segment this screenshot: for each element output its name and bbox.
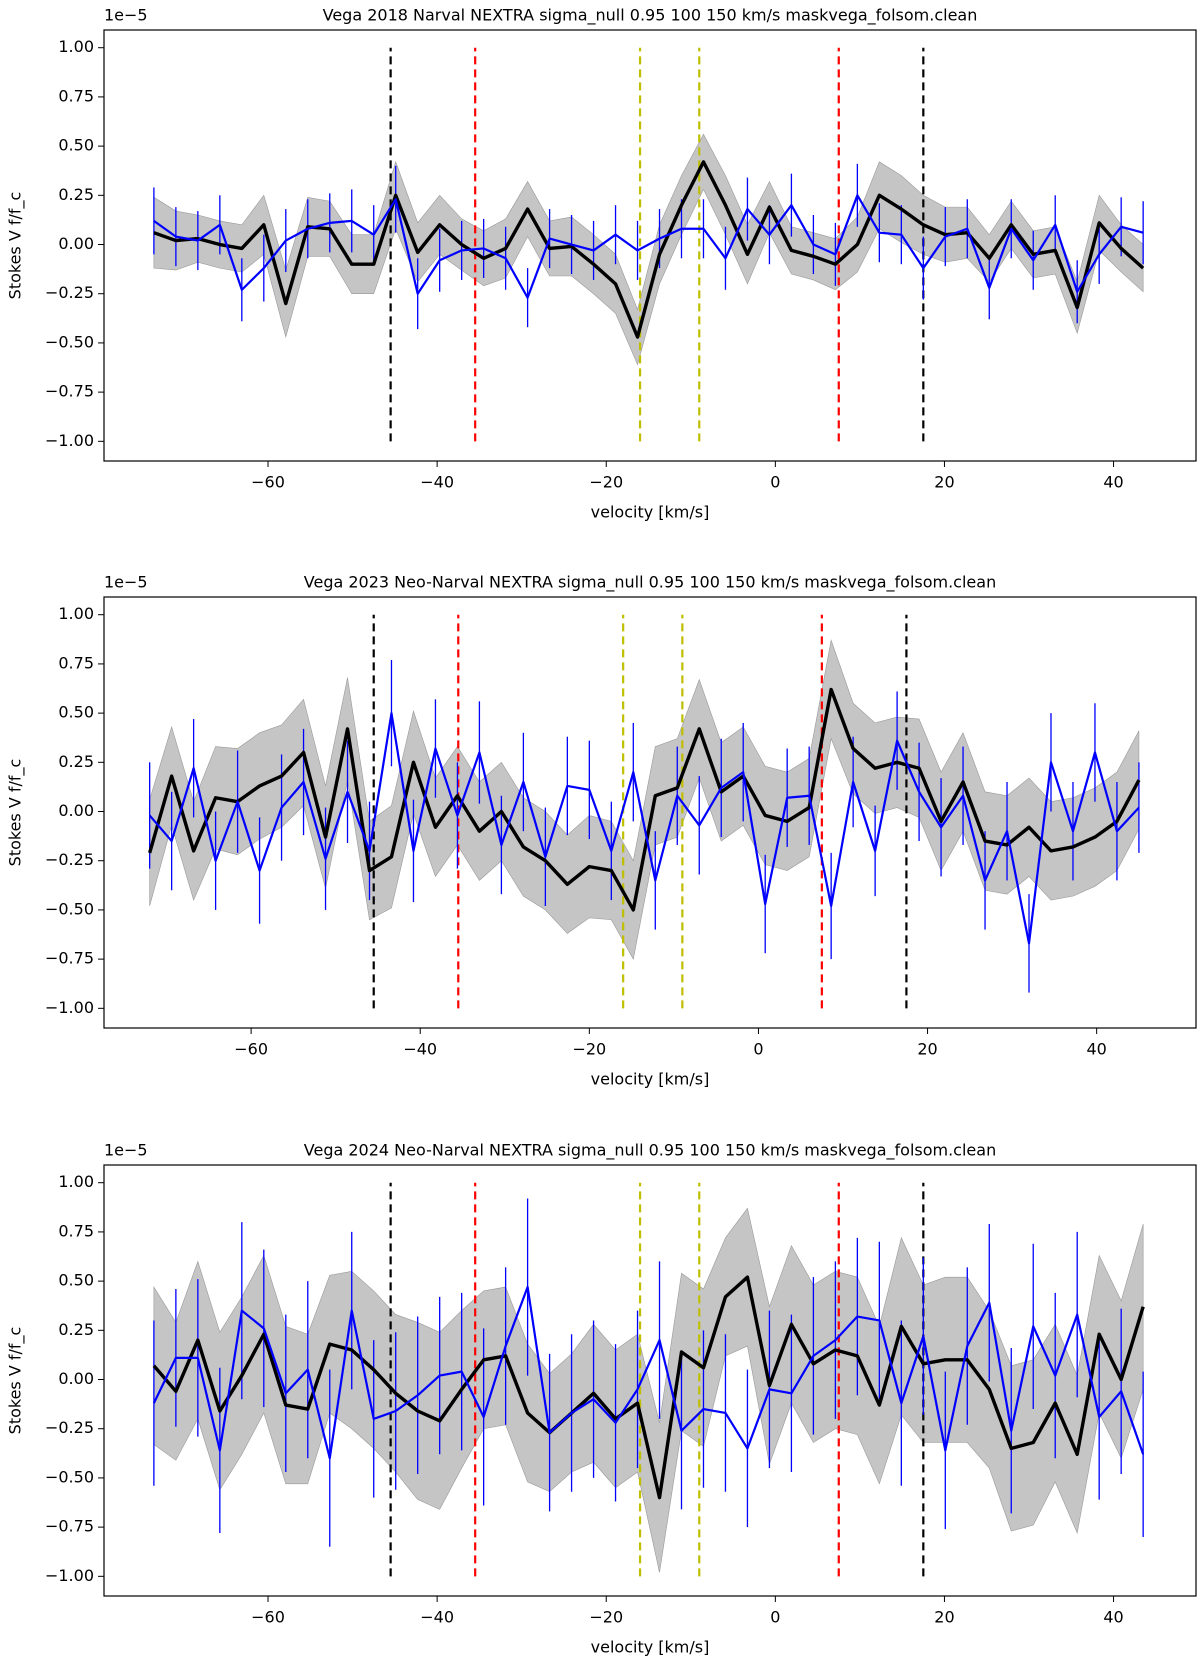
y-tick-label: −0.50 <box>45 332 94 351</box>
y-axis-label: Stokes V f/f_c <box>6 192 26 300</box>
x-tick-label: 20 <box>917 1040 937 1059</box>
error-band <box>153 133 1144 366</box>
x-tick-label: −40 <box>403 1040 437 1059</box>
offset-label: 1e−5 <box>104 573 148 592</box>
y-tick-label: −0.75 <box>45 949 94 968</box>
y-tick-label: 0.00 <box>58 1369 94 1388</box>
x-axis-label: velocity [km/s] <box>591 503 710 522</box>
x-tick-label: −60 <box>251 1608 285 1627</box>
x-tick-label: 20 <box>934 1608 954 1627</box>
x-tick-label: −40 <box>420 473 454 492</box>
y-tick-label: 0.50 <box>58 1271 94 1290</box>
x-tick-label: −20 <box>589 473 623 492</box>
y-tick-label: 0.25 <box>58 752 94 771</box>
y-tick-label: 0.00 <box>58 234 94 253</box>
x-tick-label: 40 <box>1086 1040 1106 1059</box>
y-tick-label: −0.75 <box>45 1517 94 1536</box>
x-tick-label: −60 <box>251 473 285 492</box>
x-tick-label: 40 <box>1103 473 1123 492</box>
x-axis-label: velocity [km/s] <box>591 1070 710 1089</box>
y-tick-label: −0.75 <box>45 382 94 401</box>
y-tick-label: −1.00 <box>45 1566 94 1585</box>
data-line <box>152 1285 1145 1460</box>
y-tick-label: 1.00 <box>58 1172 94 1191</box>
error-band <box>149 639 1140 960</box>
y-tick-label: 0.00 <box>58 801 94 820</box>
x-tick-label: −20 <box>589 1608 623 1627</box>
y-tick-label: 0.50 <box>58 703 94 722</box>
y-tick-label: 1.00 <box>58 604 94 623</box>
mean-line <box>152 1275 1145 1500</box>
y-tick-label: 0.75 <box>58 1221 94 1240</box>
plot-frame <box>103 596 1197 1029</box>
y-axis-label: Stokes V f/f_c <box>6 1327 26 1435</box>
y-tick-label: 0.25 <box>58 185 94 204</box>
x-tick-label: 20 <box>934 473 954 492</box>
data-line <box>153 194 1144 299</box>
offset-label: 1e−5 <box>104 6 148 25</box>
mean-line <box>153 160 1145 339</box>
y-tick-label: −0.25 <box>45 283 94 302</box>
plot-frame <box>103 29 1197 462</box>
y-tick-label: 0.75 <box>58 86 94 105</box>
x-tick-label: 0 <box>770 1608 780 1627</box>
error-band <box>153 1207 1144 1573</box>
y-tick-label: −0.50 <box>45 899 94 918</box>
chart-title: Vega 2024 Neo-Narval NEXTRA sigma_null 0… <box>304 1141 996 1161</box>
x-tick-label: 0 <box>770 473 780 492</box>
x-tick-label: 0 <box>753 1040 763 1059</box>
y-tick-label: −0.25 <box>45 850 94 869</box>
y-axis-label: Stokes V f/f_c <box>6 759 26 867</box>
x-tick-label: −20 <box>572 1040 606 1059</box>
chart-title: Vega 2023 Neo-Narval NEXTRA sigma_null 0… <box>304 573 996 593</box>
offset-label: 1e−5 <box>104 1141 148 1160</box>
x-tick-label: −60 <box>234 1040 268 1059</box>
plot-frame <box>103 1164 1197 1597</box>
y-tick-label: −0.50 <box>45 1467 94 1486</box>
mean-line <box>148 687 1141 912</box>
x-tick-label: −40 <box>420 1608 454 1627</box>
data-line <box>148 712 1140 945</box>
x-axis-label: velocity [km/s] <box>591 1638 710 1657</box>
chart-title: Vega 2018 Narval NEXTRA sigma_null 0.95 … <box>323 6 978 26</box>
y-tick-label: 0.25 <box>58 1320 94 1339</box>
y-tick-label: −0.25 <box>45 1418 94 1437</box>
y-tick-label: −1.00 <box>45 431 94 450</box>
y-tick-label: 1.00 <box>58 37 94 56</box>
y-tick-label: −1.00 <box>45 998 94 1017</box>
x-tick-label: 40 <box>1103 1608 1123 1627</box>
y-tick-label: 0.50 <box>58 136 94 155</box>
y-tick-label: 0.75 <box>58 653 94 672</box>
